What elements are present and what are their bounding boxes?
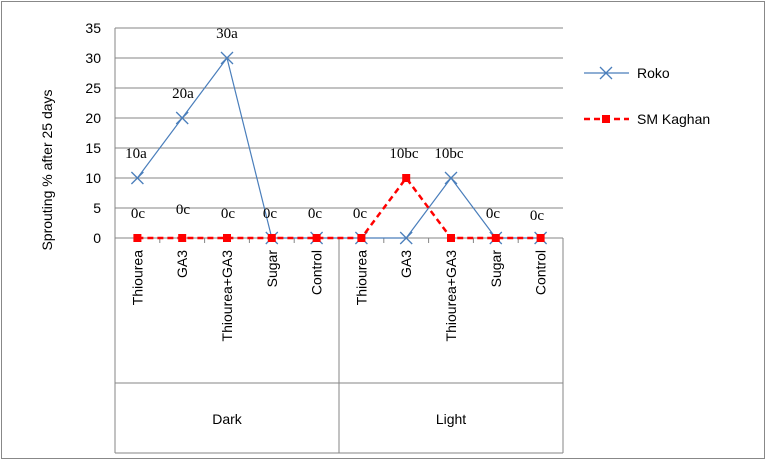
data-label: 0c bbox=[308, 206, 323, 222]
y-tick-label: 15 bbox=[85, 140, 101, 156]
data-point-x bbox=[220, 51, 234, 65]
data-label: 0c bbox=[530, 208, 545, 224]
y-axis-title: Sprouting % after 25 days bbox=[39, 89, 55, 250]
x-category-label: Thiourea+GA3 bbox=[219, 250, 235, 342]
data-label: 0c bbox=[353, 206, 368, 222]
y-tick-label: 35 bbox=[85, 20, 101, 36]
data-label: 0c bbox=[486, 206, 501, 222]
y-tick-label: 0 bbox=[93, 230, 101, 246]
data-label: 10bc bbox=[434, 146, 464, 162]
data-point-square bbox=[133, 234, 142, 242]
data-label: 0c bbox=[176, 202, 191, 218]
x-category-label: Sugar bbox=[488, 250, 504, 288]
y-tick-label: 30 bbox=[85, 50, 101, 66]
data-label: 10a bbox=[125, 146, 147, 162]
legend-marker-square bbox=[602, 115, 610, 123]
data-label: 10bc bbox=[389, 146, 419, 162]
data-point-x bbox=[444, 171, 458, 185]
data-point-square bbox=[357, 234, 366, 242]
data-label: 0c bbox=[263, 206, 278, 222]
series-line-1 bbox=[137, 175, 541, 240]
data-point-square bbox=[447, 234, 455, 242]
data-point-square bbox=[536, 234, 545, 242]
data-point-square bbox=[312, 234, 321, 242]
legend-marker-x bbox=[599, 66, 613, 80]
data-label: 0c bbox=[221, 206, 236, 222]
legend-label: SM Kaghan bbox=[637, 111, 710, 127]
data-point-square bbox=[267, 234, 276, 242]
x-category-label: Thiourea bbox=[129, 250, 145, 305]
x-category-label: Control bbox=[533, 250, 549, 295]
data-label: 0c bbox=[131, 206, 146, 222]
data-point-x bbox=[175, 111, 189, 125]
x-category-label: GA3 bbox=[174, 250, 190, 278]
data-point-square bbox=[223, 234, 231, 242]
data-point-x bbox=[130, 171, 144, 185]
y-tick-label: 25 bbox=[85, 80, 101, 96]
x-category-label: Control bbox=[309, 250, 325, 295]
x-group-label: Light bbox=[436, 411, 466, 427]
data-point-x bbox=[399, 231, 413, 245]
legend-label: Roko bbox=[637, 65, 670, 81]
y-tick-label: 5 bbox=[93, 200, 101, 216]
data-label: 20a bbox=[172, 86, 194, 102]
data-point-square bbox=[402, 174, 411, 182]
y-tick-label: 20 bbox=[85, 110, 101, 126]
x-category-label: Thiourea+GA3 bbox=[443, 250, 459, 342]
x-group-label: Dark bbox=[212, 411, 243, 427]
x-category-label: GA3 bbox=[398, 250, 414, 278]
x-category-label: Sugar bbox=[264, 250, 280, 288]
y-tick-label: 10 bbox=[85, 170, 101, 186]
x-category-label: Thiourea bbox=[353, 250, 369, 305]
data-label: 30a bbox=[216, 26, 238, 42]
data-point-square bbox=[491, 234, 500, 242]
data-point-square bbox=[178, 234, 187, 242]
